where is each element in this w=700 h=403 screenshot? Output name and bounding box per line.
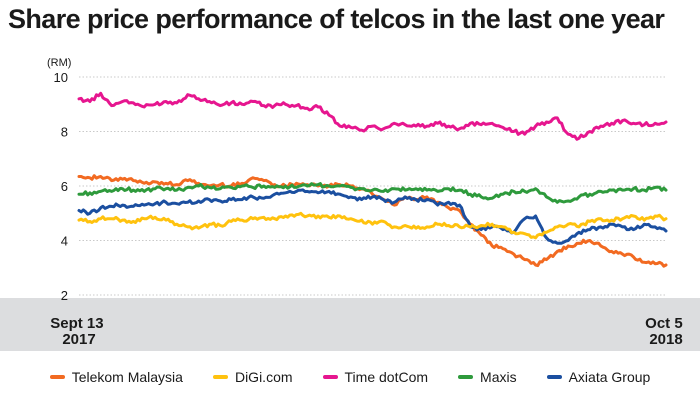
- x-start-label: Sept 13 2017: [50, 315, 108, 348]
- legend-item-digi-com: DiGi.com: [212, 369, 293, 385]
- y-tick-labels: 2 4 6 8 10: [54, 70, 68, 303]
- x-end-label: Oct 5 2018: [645, 315, 687, 348]
- legend-swatch-time-dotcom: [322, 375, 338, 379]
- series-lines: [77, 91, 668, 268]
- legend-label-digi-com: DiGi.com: [234, 369, 293, 385]
- legend: Telekom Malaysia DiGi.com Time dotCom Maxis…: [0, 362, 700, 392]
- chart-title: Share price performance of telcos in the…: [8, 4, 665, 34]
- x-start-label-line1: Sept 13: [50, 315, 103, 332]
- series-line-time-dotcom: [77, 91, 668, 141]
- legend-swatch-telekom-malaysia: [49, 375, 65, 379]
- series-line-maxis: [77, 182, 668, 204]
- y-unit-label: (RM): [47, 57, 71, 69]
- legend-swatch-digi-com: [212, 375, 228, 379]
- legend-item-telekom-malaysia: Telekom Malaysia: [49, 369, 183, 385]
- series-line-digi-com: [77, 211, 668, 240]
- x-end-label-line2: 2018: [649, 331, 682, 348]
- legend-item-axiata-group: Axiata Group: [546, 369, 651, 385]
- y-tick-label-2: 2: [61, 288, 68, 303]
- grid-lines: [79, 76, 666, 296]
- y-tick-label-6: 6: [61, 179, 68, 194]
- legend-label-time-dotcom: Time dotCom: [344, 369, 429, 385]
- legend-swatch-axiata-group: [546, 375, 562, 379]
- y-tick-label-4: 4: [61, 234, 68, 249]
- y-tick-label-8: 8: [61, 125, 68, 140]
- legend-item-maxis: Maxis: [458, 369, 517, 385]
- legend-swatch-maxis: [458, 375, 474, 379]
- x-end-label-line1: Oct 5: [645, 315, 683, 332]
- legend-item-time-dotcom: Time dotCom: [322, 369, 429, 385]
- legend-label-axiata-group: Axiata Group: [568, 369, 651, 385]
- x-axis-band: [0, 298, 700, 351]
- series-line-axiata-group: [77, 188, 668, 245]
- y-tick-label-10: 10: [54, 70, 68, 85]
- legend-label-telekom-malaysia: Telekom Malaysia: [71, 369, 183, 385]
- series-line-telekom-malaysia: [77, 174, 668, 268]
- legend-label-maxis: Maxis: [480, 369, 517, 385]
- x-start-label-line2: 2017: [62, 331, 95, 348]
